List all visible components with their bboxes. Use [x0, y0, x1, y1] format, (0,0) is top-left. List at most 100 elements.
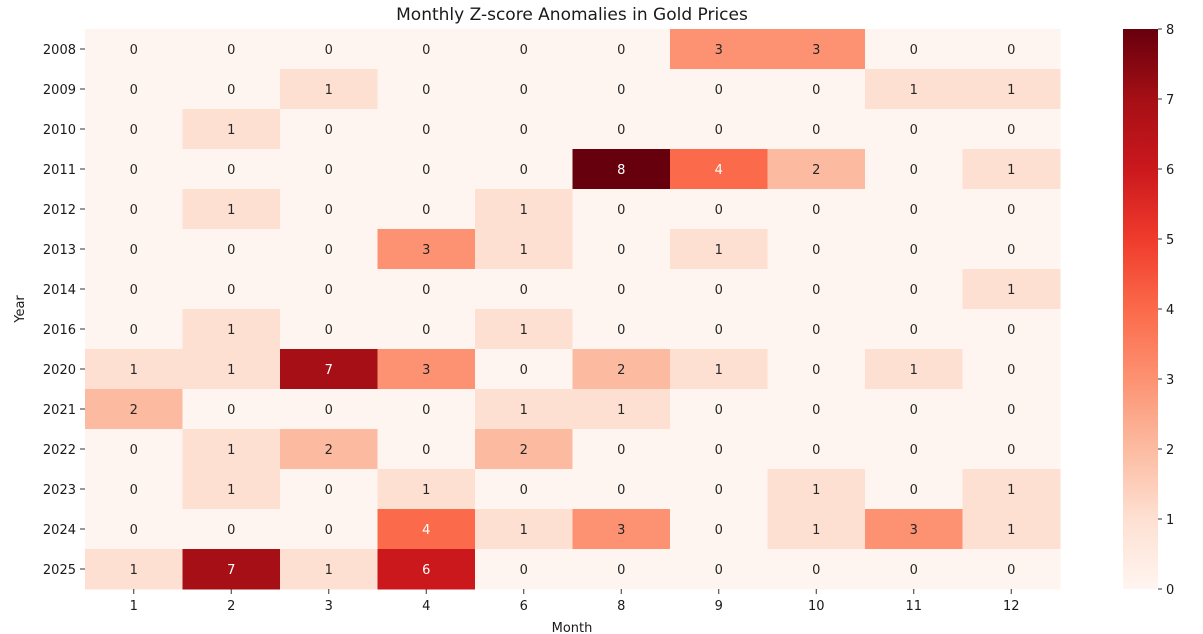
cell-value-label: 3 [812, 43, 820, 58]
heatmap-cell [280, 389, 378, 430]
heatmap-cell [85, 389, 183, 430]
heatmap-cell [670, 189, 768, 230]
colorbar-tick-label: 6 [1166, 163, 1174, 178]
cell-value-label: 0 [812, 563, 820, 578]
cell-value-label: 0 [130, 283, 138, 298]
heatmap-cell [670, 549, 768, 590]
y-tick-label: 2008 [43, 43, 76, 58]
cell-value-label: 0 [910, 443, 918, 458]
y-axis: 2008 2009 2010 2011 2012 2013 2014 2016 2020 2021… [43, 43, 85, 578]
x-tick-label: 6 [520, 599, 528, 614]
heatmap-cell [572, 189, 671, 230]
colorbar-tick-label: 4 [1166, 303, 1174, 318]
heatmap-cell [767, 149, 866, 190]
y-tick-label: 2010 [43, 123, 76, 138]
heatmap-cell [377, 509, 476, 550]
heatmap-cell [767, 269, 866, 310]
heatmap-cell [962, 429, 1061, 470]
cell-value-label: 0 [617, 43, 625, 58]
cell-value-label: 0 [422, 163, 430, 178]
cell-value-label: 7 [227, 563, 235, 578]
cell-value-label: 2 [325, 443, 333, 458]
heatmap-cell [670, 29, 768, 70]
heatmap-cell [865, 389, 963, 430]
heatmap-cell [377, 389, 476, 430]
heatmap-cell [865, 509, 963, 550]
heatmap-cell [377, 309, 476, 350]
heatmap-cell [377, 29, 476, 70]
cell-value-label: 0 [227, 403, 235, 418]
y-tick-label: 2014 [43, 283, 76, 298]
y-tick-label: 2013 [43, 243, 76, 258]
x-tick-label: 11 [905, 599, 922, 614]
cell-value-label: 1 [715, 243, 723, 258]
cell-value-label: 1 [422, 483, 430, 498]
heatmap-cell [475, 509, 573, 550]
heatmap-cell [572, 349, 671, 390]
heatmap-cell [475, 109, 573, 150]
cell-value-label: 0 [520, 43, 528, 58]
heatmap-cell [962, 549, 1061, 590]
cell-value-label: 0 [812, 83, 820, 98]
cell-value-label: 0 [520, 163, 528, 178]
heatmap-cells: 0 0 0 0 0 0 3 3 0 0 0 0 1 0 0 0 0 0 1 1 0 1 0 0 0 0 0 0 0 0 0 0 0 0 0 8 4 2 0 1… [85, 29, 1061, 590]
y-tick-label: 2024 [43, 523, 76, 538]
heatmap-cell [475, 229, 573, 270]
cell-value-label: 3 [910, 523, 918, 538]
heatmap-cell [962, 469, 1061, 510]
heatmap-cell [280, 189, 378, 230]
cell-value-label: 1 [617, 403, 625, 418]
cell-value-label: 0 [715, 523, 723, 538]
heatmap-cell [85, 429, 183, 470]
heatmap-cell [182, 389, 281, 430]
x-tick-label: 2 [227, 599, 235, 614]
heatmap-cell [767, 389, 866, 430]
cell-value-label: 1 [812, 483, 820, 498]
cell-value-label: 2 [617, 363, 625, 378]
y-tick-label: 2022 [43, 443, 76, 458]
cell-value-label: 0 [715, 203, 723, 218]
y-tick-label: 2020 [43, 363, 76, 378]
heatmap-cell [280, 509, 378, 550]
cell-value-label: 0 [422, 283, 430, 298]
heatmap-cell [85, 309, 183, 350]
heatmap-cell [572, 229, 671, 270]
heatmap-cell [280, 349, 378, 390]
heatmap-cell [962, 309, 1061, 350]
cell-value-label: 1 [325, 563, 333, 578]
heatmap-cell [182, 69, 281, 110]
heatmap-cell [377, 109, 476, 150]
colorbar-tick-label: 2 [1166, 443, 1174, 458]
heatmap-cell [475, 29, 573, 70]
cell-value-label: 0 [812, 323, 820, 338]
heatmap-cell [182, 509, 281, 550]
cell-value-label: 0 [325, 163, 333, 178]
cell-value-label: 3 [422, 363, 430, 378]
cell-value-label: 3 [422, 243, 430, 258]
cell-value-label: 0 [715, 483, 723, 498]
heatmap-cell [85, 149, 183, 190]
heatmap-cell [475, 309, 573, 350]
heatmap-cell [85, 509, 183, 550]
cell-value-label: 0 [1007, 403, 1015, 418]
cell-value-label: 0 [227, 243, 235, 258]
heatmap-cell [767, 29, 866, 70]
heatmap-cell [767, 309, 866, 350]
cell-value-label: 1 [130, 363, 138, 378]
cell-value-label: 0 [130, 243, 138, 258]
cell-value-label: 1 [910, 363, 918, 378]
cell-value-label: 0 [617, 203, 625, 218]
cell-value-label: 0 [715, 563, 723, 578]
heatmap-cell [377, 349, 476, 390]
cell-value-label: 1 [520, 323, 528, 338]
heatmap-cell [670, 309, 768, 350]
heatmap-cell [85, 109, 183, 150]
cell-value-label: 0 [325, 283, 333, 298]
heatmap-cell [572, 149, 671, 190]
heatmap-cell [85, 69, 183, 110]
cell-value-label: 0 [422, 123, 430, 138]
y-tick-label: 2016 [43, 323, 76, 338]
cell-value-label: 0 [715, 403, 723, 418]
cell-value-label: 0 [617, 283, 625, 298]
